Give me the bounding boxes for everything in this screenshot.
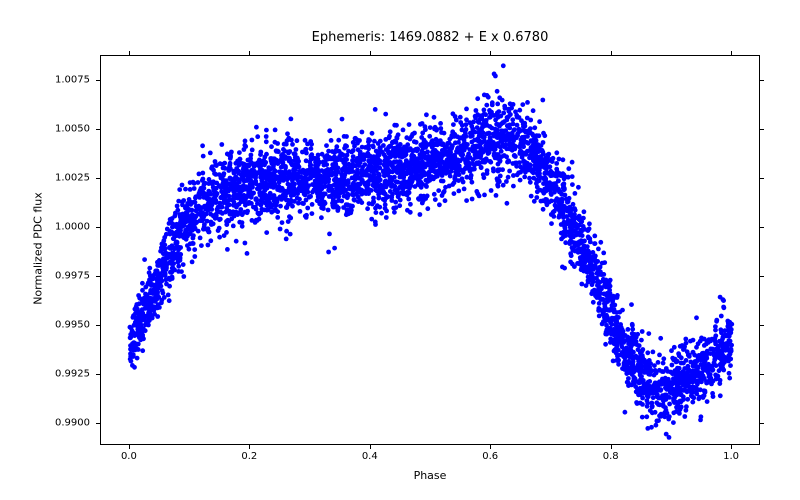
y-tick-label: 1.0075 (42, 75, 90, 86)
x-tick-mark (370, 445, 371, 449)
x-tick-mark (490, 51, 491, 55)
y-tick-mark (96, 423, 100, 424)
x-tick-mark (129, 445, 130, 449)
y-tick-mark (96, 178, 100, 179)
scatter-plot (101, 56, 761, 446)
y-tick-mark (96, 276, 100, 277)
chart-title: Ephemeris: 1469.0882 + E x 0.6780 (100, 30, 760, 45)
figure: Ephemeris: 1469.0882 + E x 0.6780 Phase … (0, 0, 800, 500)
y-tick-mark (96, 227, 100, 228)
y-tick-label: 1.0050 (42, 124, 90, 135)
y-tick-mark (96, 80, 100, 81)
y-tick-mark (760, 325, 764, 326)
y-tick-mark (760, 374, 764, 375)
y-tick-label: 0.9950 (42, 320, 90, 331)
x-tick-mark (731, 445, 732, 449)
x-tick-label: 0.0 (121, 451, 137, 462)
y-tick-mark (760, 178, 764, 179)
x-tick-mark (611, 445, 612, 449)
y-tick-label: 1.0025 (42, 173, 90, 184)
x-tick-mark (611, 51, 612, 55)
x-tick-mark (249, 51, 250, 55)
x-tick-label: 0.6 (482, 451, 498, 462)
x-tick-mark (370, 51, 371, 55)
x-tick-mark (249, 445, 250, 449)
x-tick-mark (731, 51, 732, 55)
x-tick-label: 0.8 (603, 451, 619, 462)
y-tick-label: 1.0000 (42, 222, 90, 233)
y-tick-label: 0.9900 (42, 418, 90, 429)
x-tick-label: 1.0 (723, 451, 739, 462)
y-tick-mark (96, 325, 100, 326)
y-tick-label: 0.9925 (42, 369, 90, 380)
y-tick-mark (760, 129, 764, 130)
y-tick-mark (96, 129, 100, 130)
y-tick-mark (760, 423, 764, 424)
y-tick-mark (760, 80, 764, 81)
x-tick-mark (129, 51, 130, 55)
y-tick-mark (760, 227, 764, 228)
x-tick-mark (490, 445, 491, 449)
y-tick-mark (96, 374, 100, 375)
plot-axes (100, 55, 760, 445)
y-axis-label: Normalized PDC flux (32, 54, 45, 444)
y-tick-label: 0.9975 (42, 271, 90, 282)
x-tick-label: 0.2 (241, 451, 257, 462)
x-tick-label: 0.4 (362, 451, 378, 462)
y-tick-mark (760, 276, 764, 277)
x-axis-label: Phase (100, 469, 760, 482)
